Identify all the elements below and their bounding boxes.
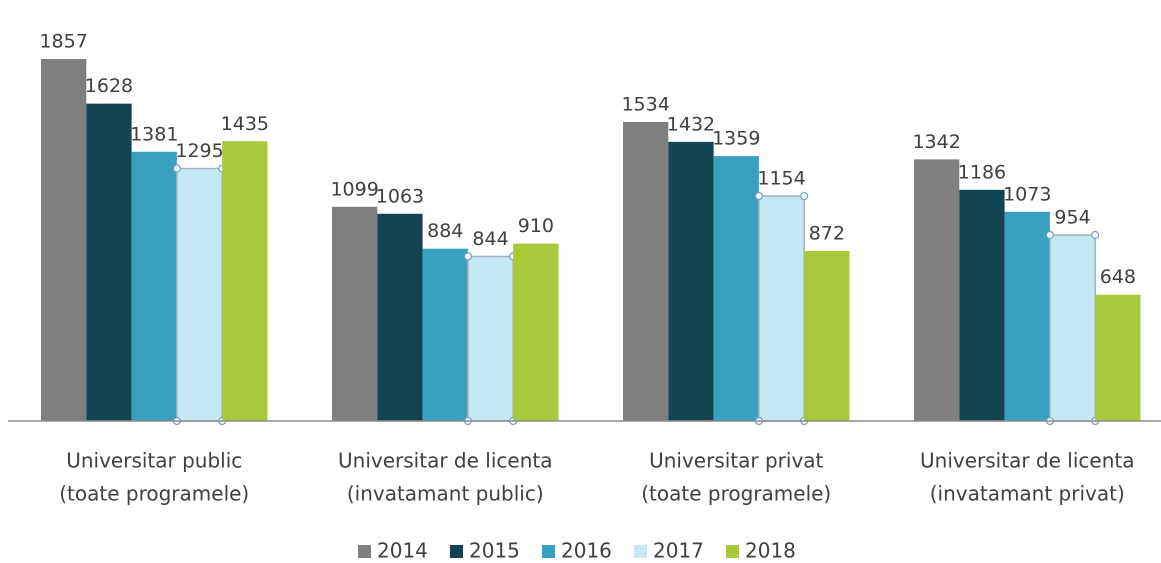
bar [513, 243, 559, 421]
bar [467, 255, 514, 422]
legend-swatch [542, 545, 555, 558]
value-label: 872 [809, 223, 845, 245]
x-tick-label: (toate programele) [59, 482, 249, 506]
bar [422, 248, 468, 421]
value-label: 1381 [130, 123, 178, 145]
x-tick-label: Universitar public [66, 449, 242, 473]
selection-handle [463, 252, 472, 261]
bar [758, 195, 805, 422]
bar [1004, 211, 1050, 421]
bar [623, 121, 669, 421]
bar [222, 141, 268, 422]
value-label: 844 [472, 228, 508, 250]
selection-handle [754, 191, 764, 201]
value-label: 1628 [85, 75, 133, 97]
value-label: 1073 [1003, 183, 1051, 205]
bar [914, 159, 960, 421]
value-label: 1342 [912, 131, 960, 153]
bar [1095, 294, 1141, 421]
x-tick-label: (invatamant privat) [930, 482, 1125, 506]
legend-label: 2018 [745, 539, 796, 563]
value-label: 648 [1100, 266, 1136, 288]
selection-handle [172, 164, 181, 173]
value-label: 1432 [667, 113, 715, 135]
x-tick-label: Universitar privat [649, 449, 823, 473]
legend-label: 2017 [653, 539, 704, 563]
bar [1049, 234, 1096, 422]
selection-handle [1091, 230, 1100, 240]
value-label: 1186 [958, 161, 1006, 183]
x-tick-label: Universitar de licenta [920, 449, 1134, 473]
value-label: 1295 [175, 140, 223, 162]
bar [131, 151, 177, 421]
bar [86, 103, 132, 422]
legend-label: 2015 [469, 539, 520, 563]
value-label: 1359 [712, 128, 760, 150]
value-label: 1435 [221, 113, 269, 135]
legend-label: 2016 [561, 539, 612, 563]
legend-swatch [358, 545, 371, 558]
selection-handle [800, 191, 809, 201]
legend-swatch [450, 545, 463, 558]
x-tick-label: (invatamant public) [347, 482, 544, 506]
value-label: 1154 [757, 168, 805, 190]
value-label: 1099 [330, 178, 378, 200]
bar [176, 167, 223, 422]
bar [377, 213, 423, 421]
value-label: 1063 [376, 185, 424, 207]
x-tick-label: (toate programele) [641, 482, 831, 506]
bar [332, 206, 378, 421]
legend-swatch [726, 545, 739, 558]
bar [41, 59, 87, 421]
legend-label: 2014 [377, 539, 428, 563]
selection-handle [1045, 230, 1055, 240]
value-label: 910 [518, 215, 554, 237]
bar [804, 251, 850, 421]
bar [959, 189, 1005, 421]
value-label: 884 [427, 220, 463, 242]
legend-swatch [634, 545, 647, 558]
bar [713, 156, 759, 421]
value-label: 1857 [39, 31, 87, 53]
value-label: 954 [1054, 207, 1090, 229]
bar [668, 141, 714, 421]
value-label: 1534 [621, 93, 669, 115]
x-tick-label: Universitar de licenta [338, 449, 552, 473]
